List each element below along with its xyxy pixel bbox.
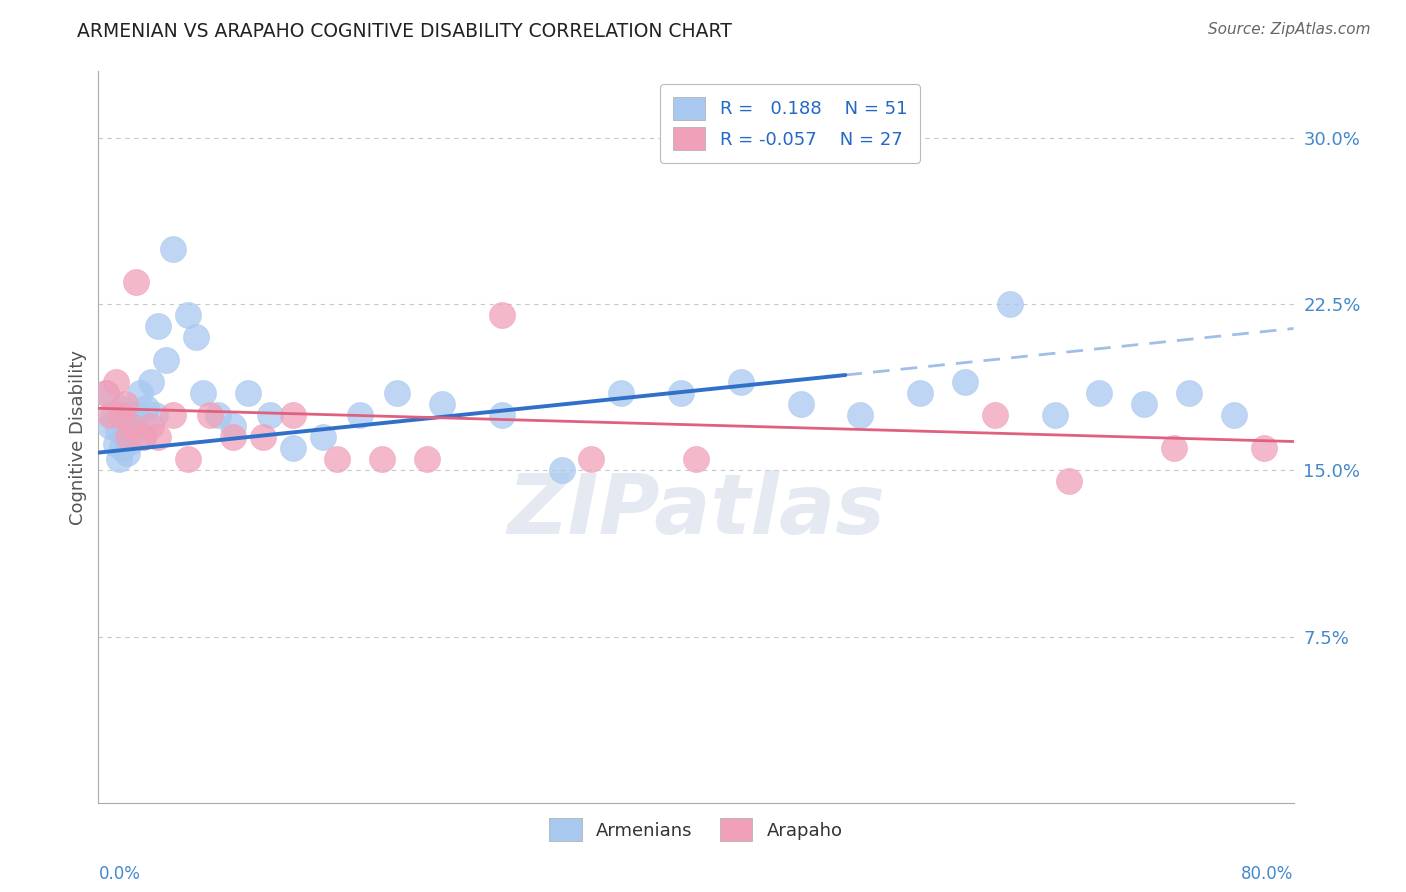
Point — [184, 330, 207, 344]
Point — [581, 452, 603, 467]
Point — [730, 375, 752, 389]
Point — [177, 452, 200, 467]
Point — [94, 385, 117, 400]
Point — [98, 408, 122, 422]
Point — [550, 463, 572, 477]
Point — [177, 308, 200, 322]
Point — [908, 385, 931, 400]
Point — [162, 242, 184, 256]
Text: ZIPatlas: ZIPatlas — [508, 470, 884, 550]
Point — [1088, 385, 1111, 400]
Point — [117, 430, 139, 444]
Point — [371, 452, 394, 467]
Point — [252, 430, 274, 444]
Point — [1163, 441, 1185, 455]
Point — [94, 385, 117, 400]
Point — [117, 408, 139, 422]
Point — [430, 397, 453, 411]
Point — [108, 452, 131, 467]
Point — [998, 297, 1021, 311]
Point — [222, 430, 245, 444]
Point — [385, 385, 409, 400]
Point — [259, 408, 281, 422]
Point — [200, 408, 222, 422]
Point — [207, 408, 229, 422]
Point — [155, 352, 177, 367]
Point — [105, 436, 128, 450]
Point — [281, 441, 304, 455]
Point — [789, 397, 811, 411]
Point — [326, 452, 349, 467]
Point — [162, 408, 184, 422]
Point — [125, 275, 148, 289]
Point — [1043, 408, 1066, 422]
Point — [120, 419, 142, 434]
Point — [349, 408, 371, 422]
Point — [120, 419, 142, 434]
Point — [222, 419, 245, 434]
Y-axis label: Cognitive Disability: Cognitive Disability — [69, 350, 87, 524]
Point — [1223, 408, 1246, 422]
Point — [112, 415, 135, 429]
Text: 0.0%: 0.0% — [98, 865, 141, 883]
Point — [491, 308, 513, 322]
Point — [984, 408, 1007, 422]
Point — [491, 408, 513, 422]
Point — [139, 419, 162, 434]
Point — [107, 424, 129, 438]
Point — [125, 408, 148, 422]
Point — [849, 408, 872, 422]
Point — [129, 385, 152, 400]
Point — [311, 430, 333, 444]
Point — [1253, 441, 1275, 455]
Point — [143, 408, 166, 422]
Point — [110, 408, 132, 422]
Text: Source: ZipAtlas.com: Source: ZipAtlas.com — [1208, 22, 1371, 37]
Point — [135, 401, 157, 416]
Point — [110, 401, 132, 416]
Point — [1178, 385, 1201, 400]
Point — [669, 385, 692, 400]
Point — [121, 424, 143, 438]
Point — [111, 441, 134, 455]
Text: 80.0%: 80.0% — [1241, 865, 1294, 883]
Point — [114, 397, 136, 411]
Legend: Armenians, Arapaho: Armenians, Arapaho — [541, 811, 851, 848]
Point — [103, 408, 125, 422]
Point — [132, 430, 155, 444]
Point — [139, 375, 162, 389]
Point — [114, 430, 136, 444]
Point — [98, 419, 122, 434]
Point — [281, 408, 304, 422]
Point — [236, 385, 259, 400]
Point — [105, 375, 128, 389]
Point — [148, 319, 170, 334]
Point — [132, 430, 155, 444]
Point — [685, 452, 707, 467]
Point — [610, 385, 633, 400]
Point — [1133, 397, 1156, 411]
Point — [191, 385, 214, 400]
Point — [1059, 475, 1081, 489]
Point — [148, 430, 170, 444]
Point — [118, 434, 141, 449]
Point — [416, 452, 439, 467]
Point — [953, 375, 976, 389]
Text: ARMENIAN VS ARAPAHO COGNITIVE DISABILITY CORRELATION CHART: ARMENIAN VS ARAPAHO COGNITIVE DISABILITY… — [77, 22, 733, 41]
Point — [115, 445, 138, 459]
